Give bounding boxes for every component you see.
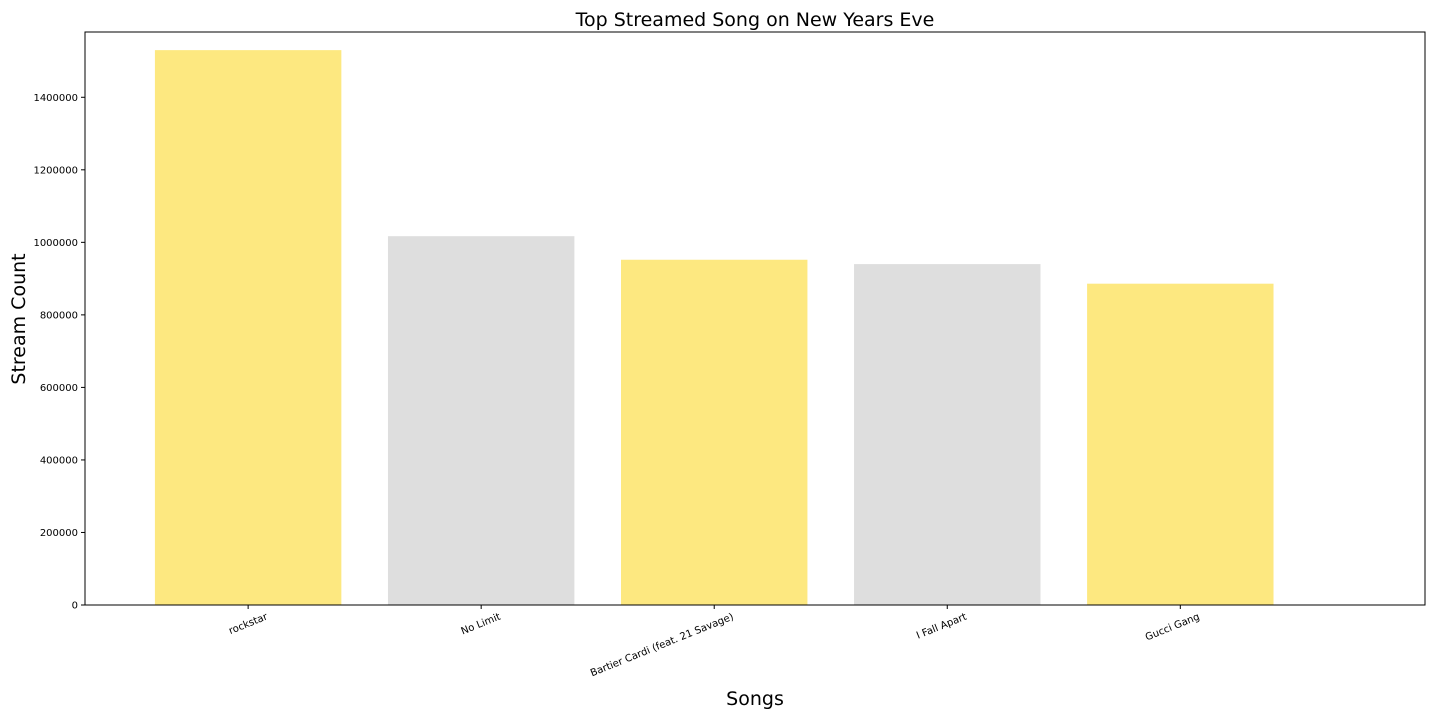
plot-frame [84,31,1426,606]
y-tick-label: 1000000 [33,238,78,249]
y-tick-label: 1400000 [33,93,78,104]
y-tick-label: 800000 [40,310,78,321]
bar-3 [621,259,808,605]
x-tick-label: I Fall Apart [915,612,968,642]
y-axis-label: Stream Count [8,253,30,384]
y-tick-label: 400000 [40,455,78,466]
y-tick-label: 600000 [40,383,78,394]
y-tick-label: 1200000 [33,165,78,176]
bar-2 [387,236,575,605]
x-tick-label: rockstar [227,611,270,637]
y-tick-label: 0 [72,601,78,612]
x-axis-label: Songs [726,688,784,710]
bar-4 [854,264,1041,605]
bar-1 [154,50,342,605]
x-tick-label: Gucci Gang [1144,612,1202,644]
y-tick-label: 200000 [40,528,78,539]
x-tick-label: Bartier Cardi (feat. 21 Savage) [589,612,735,680]
chart-title: Top Streamed Song on New Years Eve [575,9,935,31]
x-tick-label: No Limit [460,612,503,638]
bar-5 [1087,283,1274,605]
